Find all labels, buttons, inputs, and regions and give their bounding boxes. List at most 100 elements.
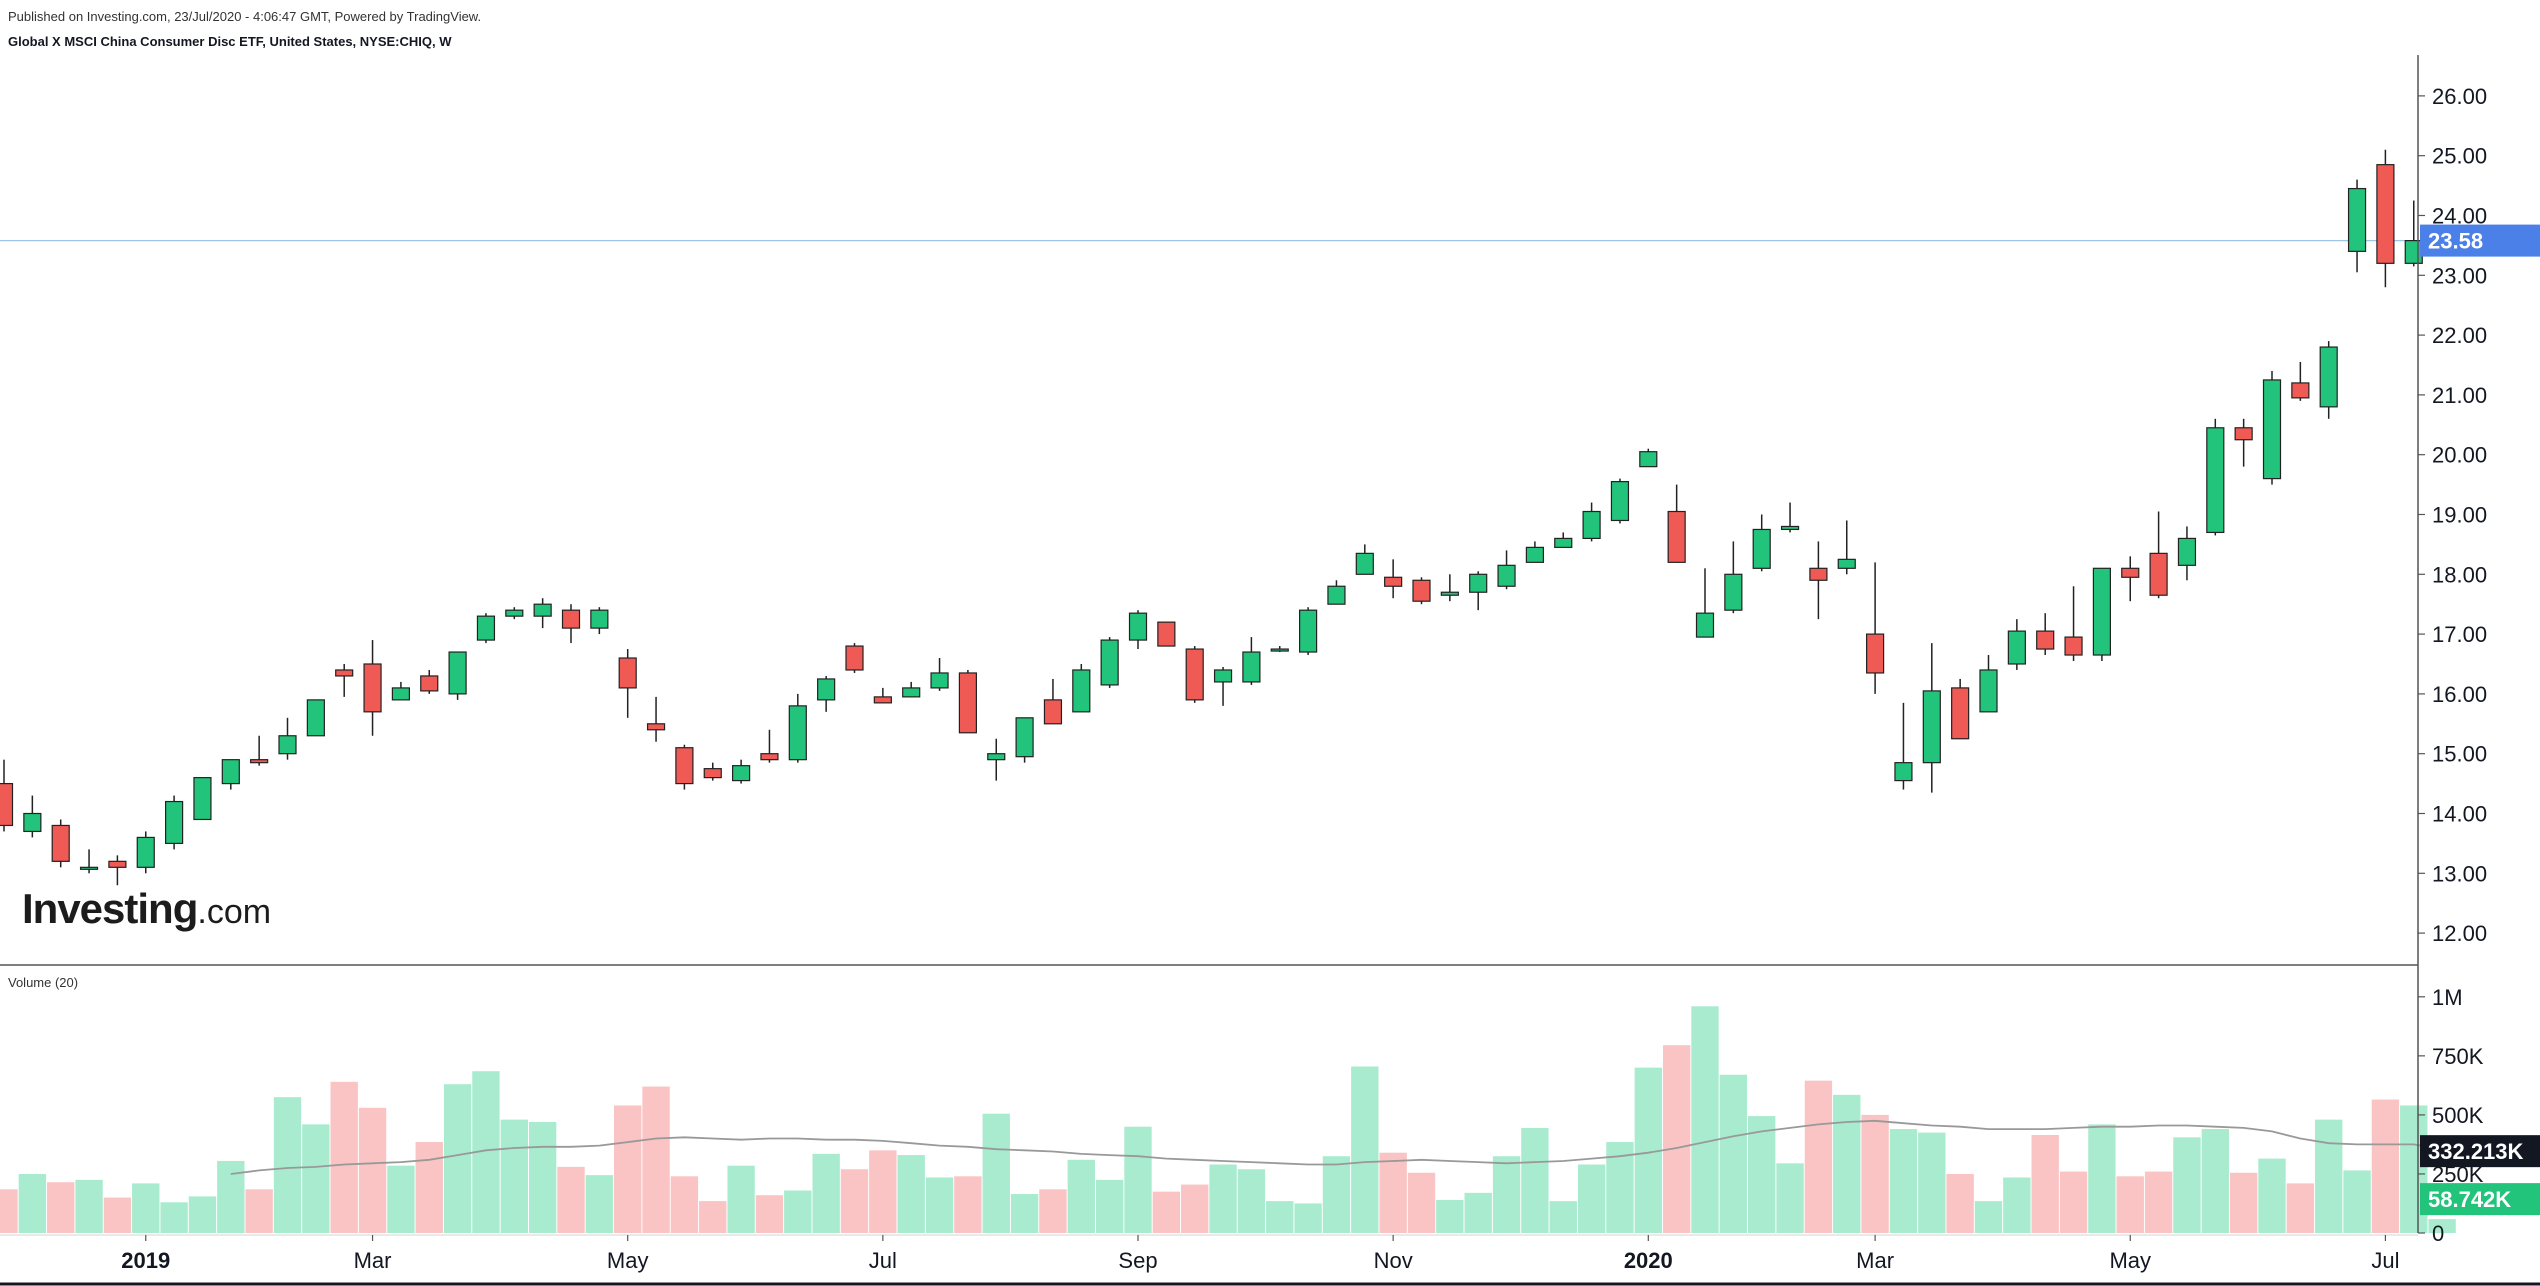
candle-body <box>2036 630 2055 650</box>
candle <box>1270 646 1289 653</box>
volume-ma-badge-text: 332.213K <box>2428 1139 2524 1164</box>
candle <box>1922 643 1941 793</box>
price-tick-label: 24.00 <box>2432 203 2487 228</box>
volume-bar <box>1833 1094 1861 1233</box>
candle-body <box>1043 699 1063 725</box>
axis-badges: 23.58 332.213K 58.742K <box>2420 224 2540 1216</box>
volume-bar <box>302 1124 330 1233</box>
volume-pane-title: Volume (20) <box>8 975 79 990</box>
volume-bar <box>188 1196 217 1233</box>
candle-body <box>1724 573 1743 611</box>
candle-body <box>1355 552 1374 575</box>
candle-body <box>1440 591 1459 596</box>
price-tick-label: 26.00 <box>2432 84 2487 109</box>
candle-body <box>1128 612 1148 641</box>
candle <box>760 729 779 763</box>
candle-body <box>1298 609 1318 653</box>
candle-body <box>1951 687 1970 740</box>
candle <box>1951 678 1970 740</box>
candle <box>1894 702 1913 790</box>
price-tick-label: 22.00 <box>2432 323 2487 348</box>
time-tick-label: Jul <box>2371 1248 2399 1273</box>
candle-body <box>703 768 722 779</box>
volume-bar <box>727 1165 755 1233</box>
candle-body <box>561 609 581 629</box>
price-tick-label: 16.00 <box>2432 682 2487 707</box>
candle <box>108 855 127 886</box>
candle-body <box>250 759 269 764</box>
volume-bar <box>330 1081 358 1233</box>
volume-bar <box>2343 1170 2371 1233</box>
candle-body <box>1582 510 1601 540</box>
candle <box>646 696 666 742</box>
candle-body <box>136 836 155 868</box>
volume-bar <box>1861 1114 1889 1233</box>
candle-body <box>363 663 382 713</box>
candle-body <box>2007 630 2026 665</box>
volume-bar <box>2428 1219 2456 1233</box>
candle <box>731 759 751 784</box>
price-tick-label: 20.00 <box>2432 443 2487 468</box>
candle-body <box>2064 636 2083 656</box>
volume-ma-line <box>230 1119 2443 1175</box>
candle <box>79 849 99 874</box>
candle-body <box>987 753 1006 761</box>
volume-tick-label: 1M <box>2432 985 2463 1010</box>
candle <box>817 675 836 712</box>
volume-bar <box>1577 1164 1606 1233</box>
candle <box>165 795 184 850</box>
candle <box>618 649 637 718</box>
price-tick-label: 15.00 <box>2432 742 2487 767</box>
volume-bar <box>1351 1066 1379 1233</box>
volume-bar <box>1549 1201 1577 1233</box>
volume-bar <box>160 1202 188 1233</box>
candle <box>2092 567 2111 662</box>
volume-bar <box>812 1153 840 1233</box>
candle-body <box>646 723 666 731</box>
current-price-badge-bg <box>2420 224 2540 257</box>
price-tick-label: 19.00 <box>2432 502 2487 527</box>
volume-bar <box>1124 1126 1152 1233</box>
volume-bar <box>2229 1172 2258 1233</box>
volume-bar <box>2059 1171 2088 1233</box>
candle-body <box>1412 579 1431 602</box>
candle <box>1554 532 1573 548</box>
candle <box>1043 678 1063 725</box>
candle <box>1780 502 1800 533</box>
volume-bar <box>1322 1156 1351 1233</box>
volume-bar <box>1152 1191 1181 1233</box>
candle <box>193 777 212 821</box>
candle-body <box>1780 525 1800 531</box>
volume-bar <box>273 1097 302 1233</box>
candle <box>1298 607 1318 656</box>
logo-suffix: .com <box>197 893 272 931</box>
candle-body <box>1752 528 1771 569</box>
candle <box>476 613 496 644</box>
time-tick-label: Mar <box>1856 1248 1894 1273</box>
price-tick-label: 13.00 <box>2432 861 2487 886</box>
candle <box>1384 559 1403 599</box>
volume-bar <box>954 1176 982 1233</box>
investing-logo: Investing.com <box>22 885 271 933</box>
candle-body <box>2121 567 2140 578</box>
volume-bar <box>2371 1099 2400 1233</box>
candle-body <box>278 735 297 755</box>
candlestick-series <box>0 149 2423 886</box>
candle-body <box>448 651 467 695</box>
candle <box>2347 179 2367 273</box>
candle <box>930 658 949 691</box>
volume-bar <box>1294 1203 1322 1233</box>
volume-bar <box>2088 1124 2116 1233</box>
candle-body <box>1384 576 1403 587</box>
candle-body <box>420 675 439 692</box>
candle <box>448 651 467 700</box>
candle-body <box>731 765 751 782</box>
candle <box>2064 586 2083 662</box>
candle-body <box>675 747 694 785</box>
volume-bar <box>557 1166 585 1233</box>
candle-body <box>930 672 949 689</box>
candle <box>23 795 42 838</box>
candle <box>1724 541 1743 614</box>
candle <box>2376 149 2395 288</box>
candle <box>1242 637 1261 685</box>
